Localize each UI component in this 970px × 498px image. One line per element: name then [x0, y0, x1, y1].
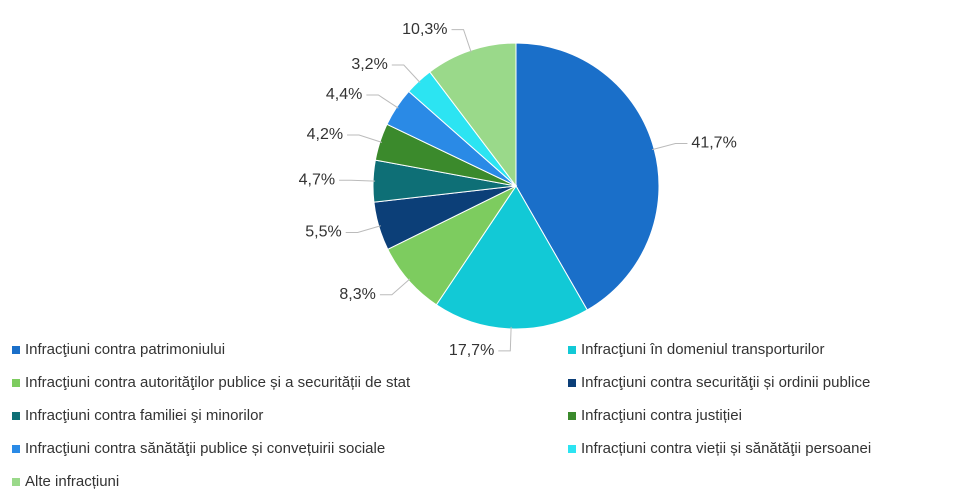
leader-line	[391, 64, 421, 83]
leader-line	[366, 94, 399, 109]
data-label: 4,2%	[307, 126, 343, 143]
legend-label: Infracţiuni contra justiției	[581, 407, 742, 424]
legend-swatch	[12, 412, 20, 420]
leader-line	[652, 142, 688, 151]
leader-line	[347, 134, 383, 143]
data-label: 17,7%	[449, 342, 494, 359]
legend-label: Alte infracțiuni	[25, 473, 119, 490]
leader-line	[379, 278, 411, 296]
legend-label: Infracţiuni contra securităţii și ordini…	[581, 374, 870, 391]
legend-swatch	[568, 346, 576, 354]
legend-swatch	[12, 379, 20, 387]
data-label: 41,7%	[691, 135, 736, 152]
legend-label: Infracţiuni în domeniul transporturilor	[581, 341, 824, 358]
data-label: 4,7%	[299, 172, 335, 189]
data-label: 5,5%	[305, 224, 341, 241]
legend-swatch	[12, 346, 20, 354]
legend-swatch	[568, 379, 576, 387]
leader-line	[339, 179, 376, 182]
legend-swatch	[12, 445, 20, 453]
data-label: 8,3%	[339, 286, 375, 303]
legend-label: Infracțiuni contra vieții și sănătăţii p…	[581, 440, 871, 457]
legend-swatch	[568, 412, 576, 420]
legend-label: Infracţiuni contra sănătăţii publice și …	[25, 440, 385, 457]
leader-line	[451, 29, 472, 53]
legend-swatch	[12, 478, 20, 486]
legend-swatch	[568, 445, 576, 453]
leader-line	[498, 326, 512, 352]
legend-label: Infracţiuni contra patrimoniului	[25, 341, 225, 358]
data-label: 10,3%	[402, 21, 447, 38]
data-label: 3,2%	[351, 56, 387, 73]
legend-label: Infracţiuni contra familiei şi minorilor	[25, 407, 263, 424]
legend-label: Infracţiuni contra autorităţilor publice…	[25, 374, 411, 391]
data-label: 4,4%	[326, 86, 362, 103]
leader-line	[345, 225, 381, 234]
